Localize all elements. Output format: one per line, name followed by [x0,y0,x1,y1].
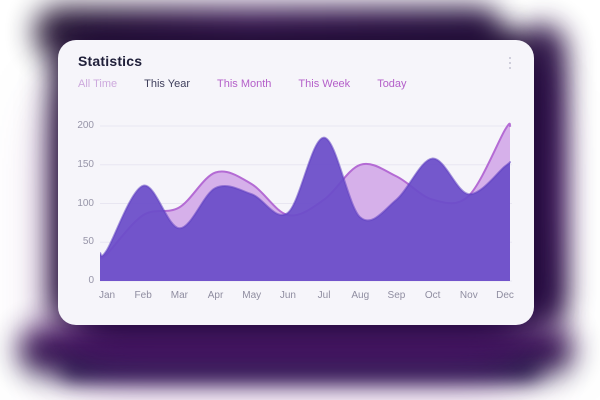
tab-this-month[interactable]: This Month [217,78,272,90]
x-tick-label-may: May [242,290,262,301]
y-tick-label-50: 50 [82,236,94,248]
x-tick-label-jun: Jun [279,290,296,301]
x-tick-label-sep: Sep [387,290,406,301]
x-tick-label-feb: Feb [134,290,152,301]
y-tick-label-200: 200 [77,120,94,131]
tab-this-year[interactable]: This Year [144,78,190,90]
x-tick-label-oct: Oct [424,290,441,301]
card-header: Statistics [78,53,520,73]
y-tick-label-100: 100 [77,197,94,209]
area-line-primary-dark-purple [100,136,511,257]
kebab-menu-icon[interactable] [502,54,518,72]
card-title: Statistics [78,53,143,69]
tab-today[interactable]: Today [377,78,407,90]
x-tick-label-mar: Mar [170,290,188,301]
tab-all-time[interactable]: All Time [78,78,118,90]
statistics-card: Statistics All Time This Year This Month… [58,40,534,325]
shadow-blob-bottom-dark [60,358,540,380]
area-fill-primary-dark-purple [100,137,510,281]
x-tick-label-apr: Apr [207,290,224,301]
x-tick-label-nov: Nov [459,290,478,301]
y-tick-label-150: 150 [77,158,94,170]
x-tick-label-aug: Aug [351,290,370,301]
y-tick-label-0: 0 [88,275,94,286]
x-tick-label-jan: Jan [98,290,116,301]
chart-area: 200 150 100 50 0 Jan Feb Mar Apr May Jun Jul Aug Sep O… [58,112,534,317]
x-tick-label-jul: Jul [317,290,331,301]
area-chart-svg [100,122,512,282]
time-filter-tabs: All Time This Year This Month This Week … [78,78,407,90]
x-tick-label-dec: Dec [496,290,514,301]
tab-this-week[interactable]: This Week [298,78,351,90]
